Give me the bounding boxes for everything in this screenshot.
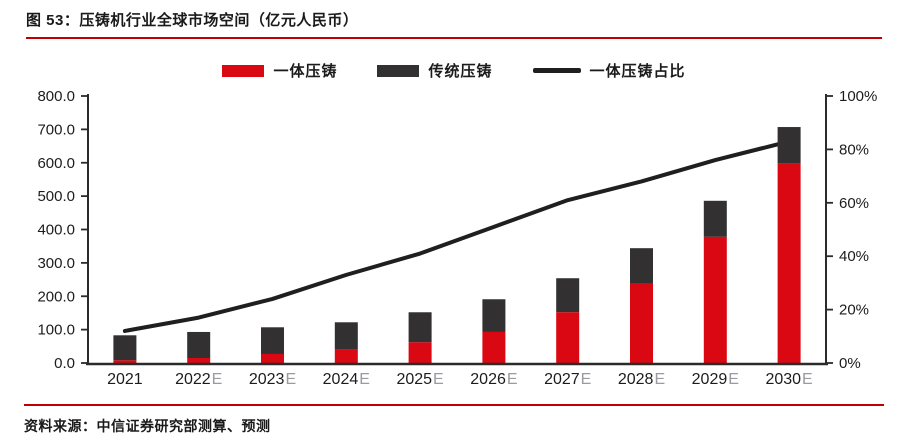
x-axis-category-label: 2021 xyxy=(107,371,143,388)
bar-segment-yiti xyxy=(261,353,284,363)
red-bar-swatch-icon xyxy=(222,64,265,77)
trend-line-yiti-share xyxy=(122,139,792,333)
legend-item-yiti: 一体压铸 xyxy=(222,60,337,81)
bar-segment-yiti xyxy=(482,331,506,363)
x-axis-category-label: 2023E xyxy=(249,371,296,388)
right-axis-tick-label: 100% xyxy=(839,88,877,105)
legend-label: 一体压铸占比 xyxy=(589,63,686,80)
bar-segment-yiti xyxy=(556,312,580,363)
source-divider-rule xyxy=(24,404,884,406)
left-axis-tick-label: 0.0 xyxy=(54,355,75,372)
left-axis-tick-label: 500.0 xyxy=(37,188,75,205)
bar-segment-yiti xyxy=(187,357,211,363)
right-axis-tick-label: 60% xyxy=(839,195,869,212)
x-axis-category-label: 2026E xyxy=(470,371,517,388)
bar-segment-yiti xyxy=(777,163,801,363)
bar-segment-yiti xyxy=(113,360,137,363)
chart-area: 0.0 100.0 200.0 300.0 400.0 500.0 600.0 700.0 80… xyxy=(0,84,908,399)
bar-segment-yiti xyxy=(334,349,358,363)
x-axis-category-label: 2027E xyxy=(544,371,591,388)
bar-segment-chuantong xyxy=(556,278,580,313)
legend-item-zhanbi: 一体压铸占比 xyxy=(532,60,686,81)
right-axis-tick-label: 20% xyxy=(839,302,869,319)
bar-segment-chuantong xyxy=(408,312,432,343)
right-axis-tick-label: 80% xyxy=(839,141,869,158)
dark-bar-swatch-icon xyxy=(377,64,420,77)
bar-segment-yiti xyxy=(408,342,432,363)
chart-legend: 一体压铸 传统压铸 一体压铸占比 xyxy=(0,60,908,81)
right-axis-tick-label: 0% xyxy=(839,355,861,372)
left-axis-tick-label: 400.0 xyxy=(37,222,75,239)
left-axis-tick-label: 600.0 xyxy=(37,155,75,172)
left-axis-tick-label: 700.0 xyxy=(37,121,75,138)
bar-segment-chuantong xyxy=(482,299,506,332)
bar-segment-yiti xyxy=(703,236,727,363)
left-axis-tick-label: 200.0 xyxy=(37,288,75,305)
x-axis-category-label: 2028E xyxy=(618,371,665,388)
bar-segment-yiti xyxy=(630,283,653,363)
legend-label: 一体压铸 xyxy=(273,63,338,80)
x-axis-category-label: 2022E xyxy=(175,371,222,388)
left-axis-tick-label: 100.0 xyxy=(37,322,75,339)
bar-segment-chuantong xyxy=(261,327,284,354)
trend-line-swatch-icon xyxy=(532,68,581,73)
right-axis-tick-label: 40% xyxy=(839,248,869,265)
source-note: 资料来源：中信证券研究部测算、预测 xyxy=(24,418,271,434)
left-axis-tick-label: 800.0 xyxy=(37,88,75,105)
bar-segment-chuantong xyxy=(630,248,653,284)
bar-segment-chuantong xyxy=(187,331,211,358)
legend-label: 传统压铸 xyxy=(428,63,493,80)
figure-title: 图 53：压铸机行业全球市场空间（亿元人民币） xyxy=(26,12,359,29)
bar-segment-chuantong xyxy=(113,335,137,361)
combo-chart: 0.0 100.0 200.0 300.0 400.0 500.0 600.0 700.0 80… xyxy=(37,88,877,388)
legend-item-chuantong: 传统压铸 xyxy=(377,60,492,81)
x-axis-category-label: 2029E xyxy=(692,371,739,388)
bar-segment-chuantong xyxy=(703,200,727,237)
x-axis-category-label: 2024E xyxy=(323,371,370,388)
left-axis-tick-label: 300.0 xyxy=(37,255,75,272)
x-axis-category-label: 2030E xyxy=(765,371,812,388)
bar-segment-chuantong xyxy=(777,127,801,164)
title-divider-rule xyxy=(26,37,882,39)
bar-segment-chuantong xyxy=(334,322,358,350)
x-axis-category-label: 2025E xyxy=(396,371,443,388)
